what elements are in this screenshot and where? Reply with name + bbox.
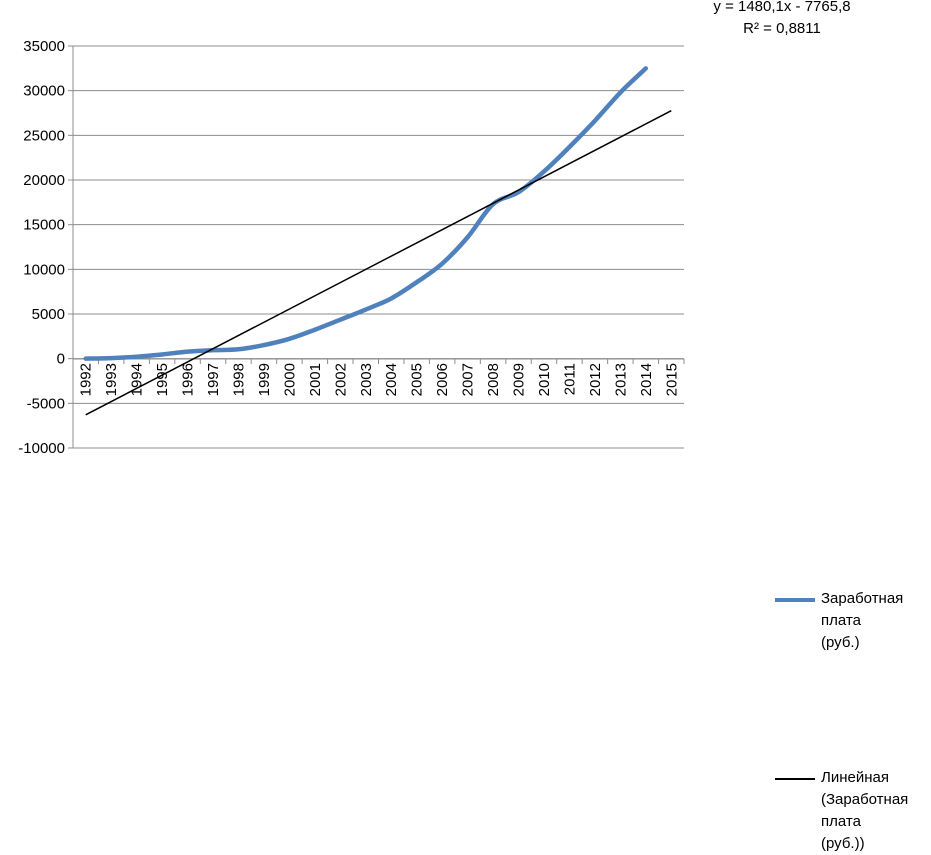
- y-tick-label: 5000: [32, 306, 65, 323]
- x-tick-label: 2001: [307, 363, 324, 396]
- y-tick-label: 35000: [23, 38, 65, 55]
- y-tick-label: 15000: [23, 217, 65, 234]
- x-tick-label: 1999: [256, 363, 273, 396]
- x-tick-label: 1992: [78, 363, 95, 396]
- x-tick-label: 2005: [409, 363, 426, 396]
- x-tick-label: 2000: [281, 363, 298, 396]
- legend-label-trendline-line2: (Заработная: [821, 791, 909, 808]
- x-tick-label: 1993: [103, 363, 120, 396]
- x-tick-label: 1994: [129, 363, 146, 396]
- series-line-salary: [83, 66, 649, 361]
- x-tick-label: 1997: [205, 363, 222, 396]
- legend-label-salary-line1: Заработная: [821, 590, 904, 607]
- chart: -10000 -5000 0 5000 10000 15000 20000 25000 3000…: [18, 0, 908, 852]
- r-squared-text: R² = 0,8811: [743, 20, 821, 37]
- y-tick-label: -5000: [27, 395, 65, 412]
- legend-item-trendline: Линейная (Заработная плата (руб.)): [775, 767, 908, 855]
- x-tick-label: 2006: [434, 363, 451, 396]
- equation-text: y = 1480,1x - 7765,8: [713, 0, 851, 15]
- legend-label-trendline-line3: плата (руб.)): [821, 813, 865, 852]
- x-tick-label: 2009: [511, 363, 528, 396]
- x-tick-label: 2003: [358, 363, 375, 396]
- x-tick-label: 1996: [180, 363, 197, 396]
- x-tick-label: 2004: [383, 363, 400, 396]
- x-tick-label: 2014: [638, 363, 655, 396]
- x-tick-label: 2012: [587, 363, 604, 396]
- legend-swatch-trendline: [775, 778, 815, 780]
- x-tick-labels: 1992 1993 1994 1995 1996 1997 1998 1999 2000 2001…: [78, 363, 681, 396]
- legend-label-salary-line2: плата (руб.): [821, 612, 861, 651]
- y-tick-label: 20000: [23, 172, 65, 189]
- x-tick-label: 2002: [332, 363, 349, 396]
- x-tick-label: 2013: [612, 363, 629, 396]
- y-tick-label: 25000: [23, 127, 65, 144]
- legend-swatch-salary: [775, 598, 815, 602]
- y-tick-label: 10000: [23, 261, 65, 278]
- legend-item-salary: Заработная плата (руб.): [775, 588, 903, 654]
- chart-plot: -10000 -5000 0 5000 10000 15000 20000 25000 3000…: [18, 38, 685, 457]
- x-tick-label: 2011: [561, 363, 578, 395]
- x-tick-label: 2010: [536, 363, 553, 396]
- x-tick-label: 2008: [485, 363, 502, 396]
- legend-label-trendline-line1: Линейная: [821, 769, 889, 786]
- x-tick-label: 1995: [154, 363, 171, 396]
- series-line-trendline: [85, 110, 672, 416]
- y-tick-label: 0: [57, 351, 65, 368]
- y-tick-label: 30000: [23, 83, 65, 100]
- x-tick-label: 2007: [460, 363, 477, 396]
- x-tick-label: 1998: [230, 363, 247, 396]
- y-tick-label: -10000: [18, 440, 65, 455]
- x-tick-label: 2015: [663, 363, 680, 396]
- y-tick-labels: -10000 -5000 0 5000 10000 15000 20000 25000 3000…: [18, 38, 65, 457]
- series: [83, 66, 672, 416]
- trendline-equation: y = 1480,1x - 7765,8 R² = 0,8811: [692, 0, 872, 40]
- axes: [68, 45, 685, 449]
